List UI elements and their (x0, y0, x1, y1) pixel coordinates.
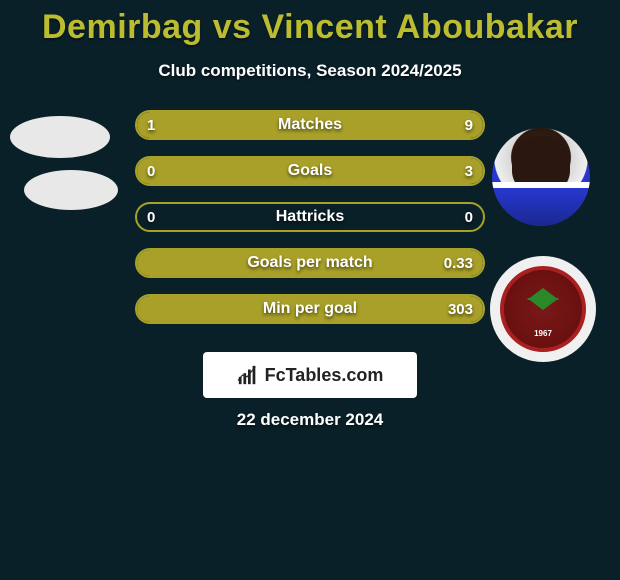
stat-bar-fill-right (137, 158, 483, 184)
stat-bar-track (135, 248, 485, 278)
stat-bar-track (135, 294, 485, 324)
page-title: Demirbag vs Vincent Aboubakar (0, 0, 620, 47)
footer-brand-box: FcTables.com (203, 352, 417, 398)
bar-chart-icon (237, 364, 259, 386)
stats-area: Matches19 Goals03 Hattricks00 Goals per mat… (0, 110, 620, 340)
stat-row: Goals03 (135, 156, 485, 186)
stat-row: Min per goal303 (135, 294, 485, 324)
infographic-container: Demirbag vs Vincent Aboubakar Club compe… (0, 0, 620, 580)
stat-bar-track (135, 202, 485, 232)
stat-bar-fill-right (137, 296, 483, 322)
stat-row: Matches19 (135, 110, 485, 140)
footer-date: 22 december 2024 (0, 410, 620, 430)
footer-brand-text: FcTables.com (265, 365, 384, 386)
stat-bar-fill-left (137, 112, 172, 138)
stat-bar-fill-right (137, 250, 483, 276)
subtitle: Club competitions, Season 2024/2025 (0, 61, 620, 81)
stat-bar-track (135, 110, 485, 140)
stat-bar-track (135, 156, 485, 186)
stat-row: Goals per match0.33 (135, 248, 485, 278)
stat-bar-fill-right (172, 112, 483, 138)
stat-row: Hattricks00 (135, 202, 485, 232)
